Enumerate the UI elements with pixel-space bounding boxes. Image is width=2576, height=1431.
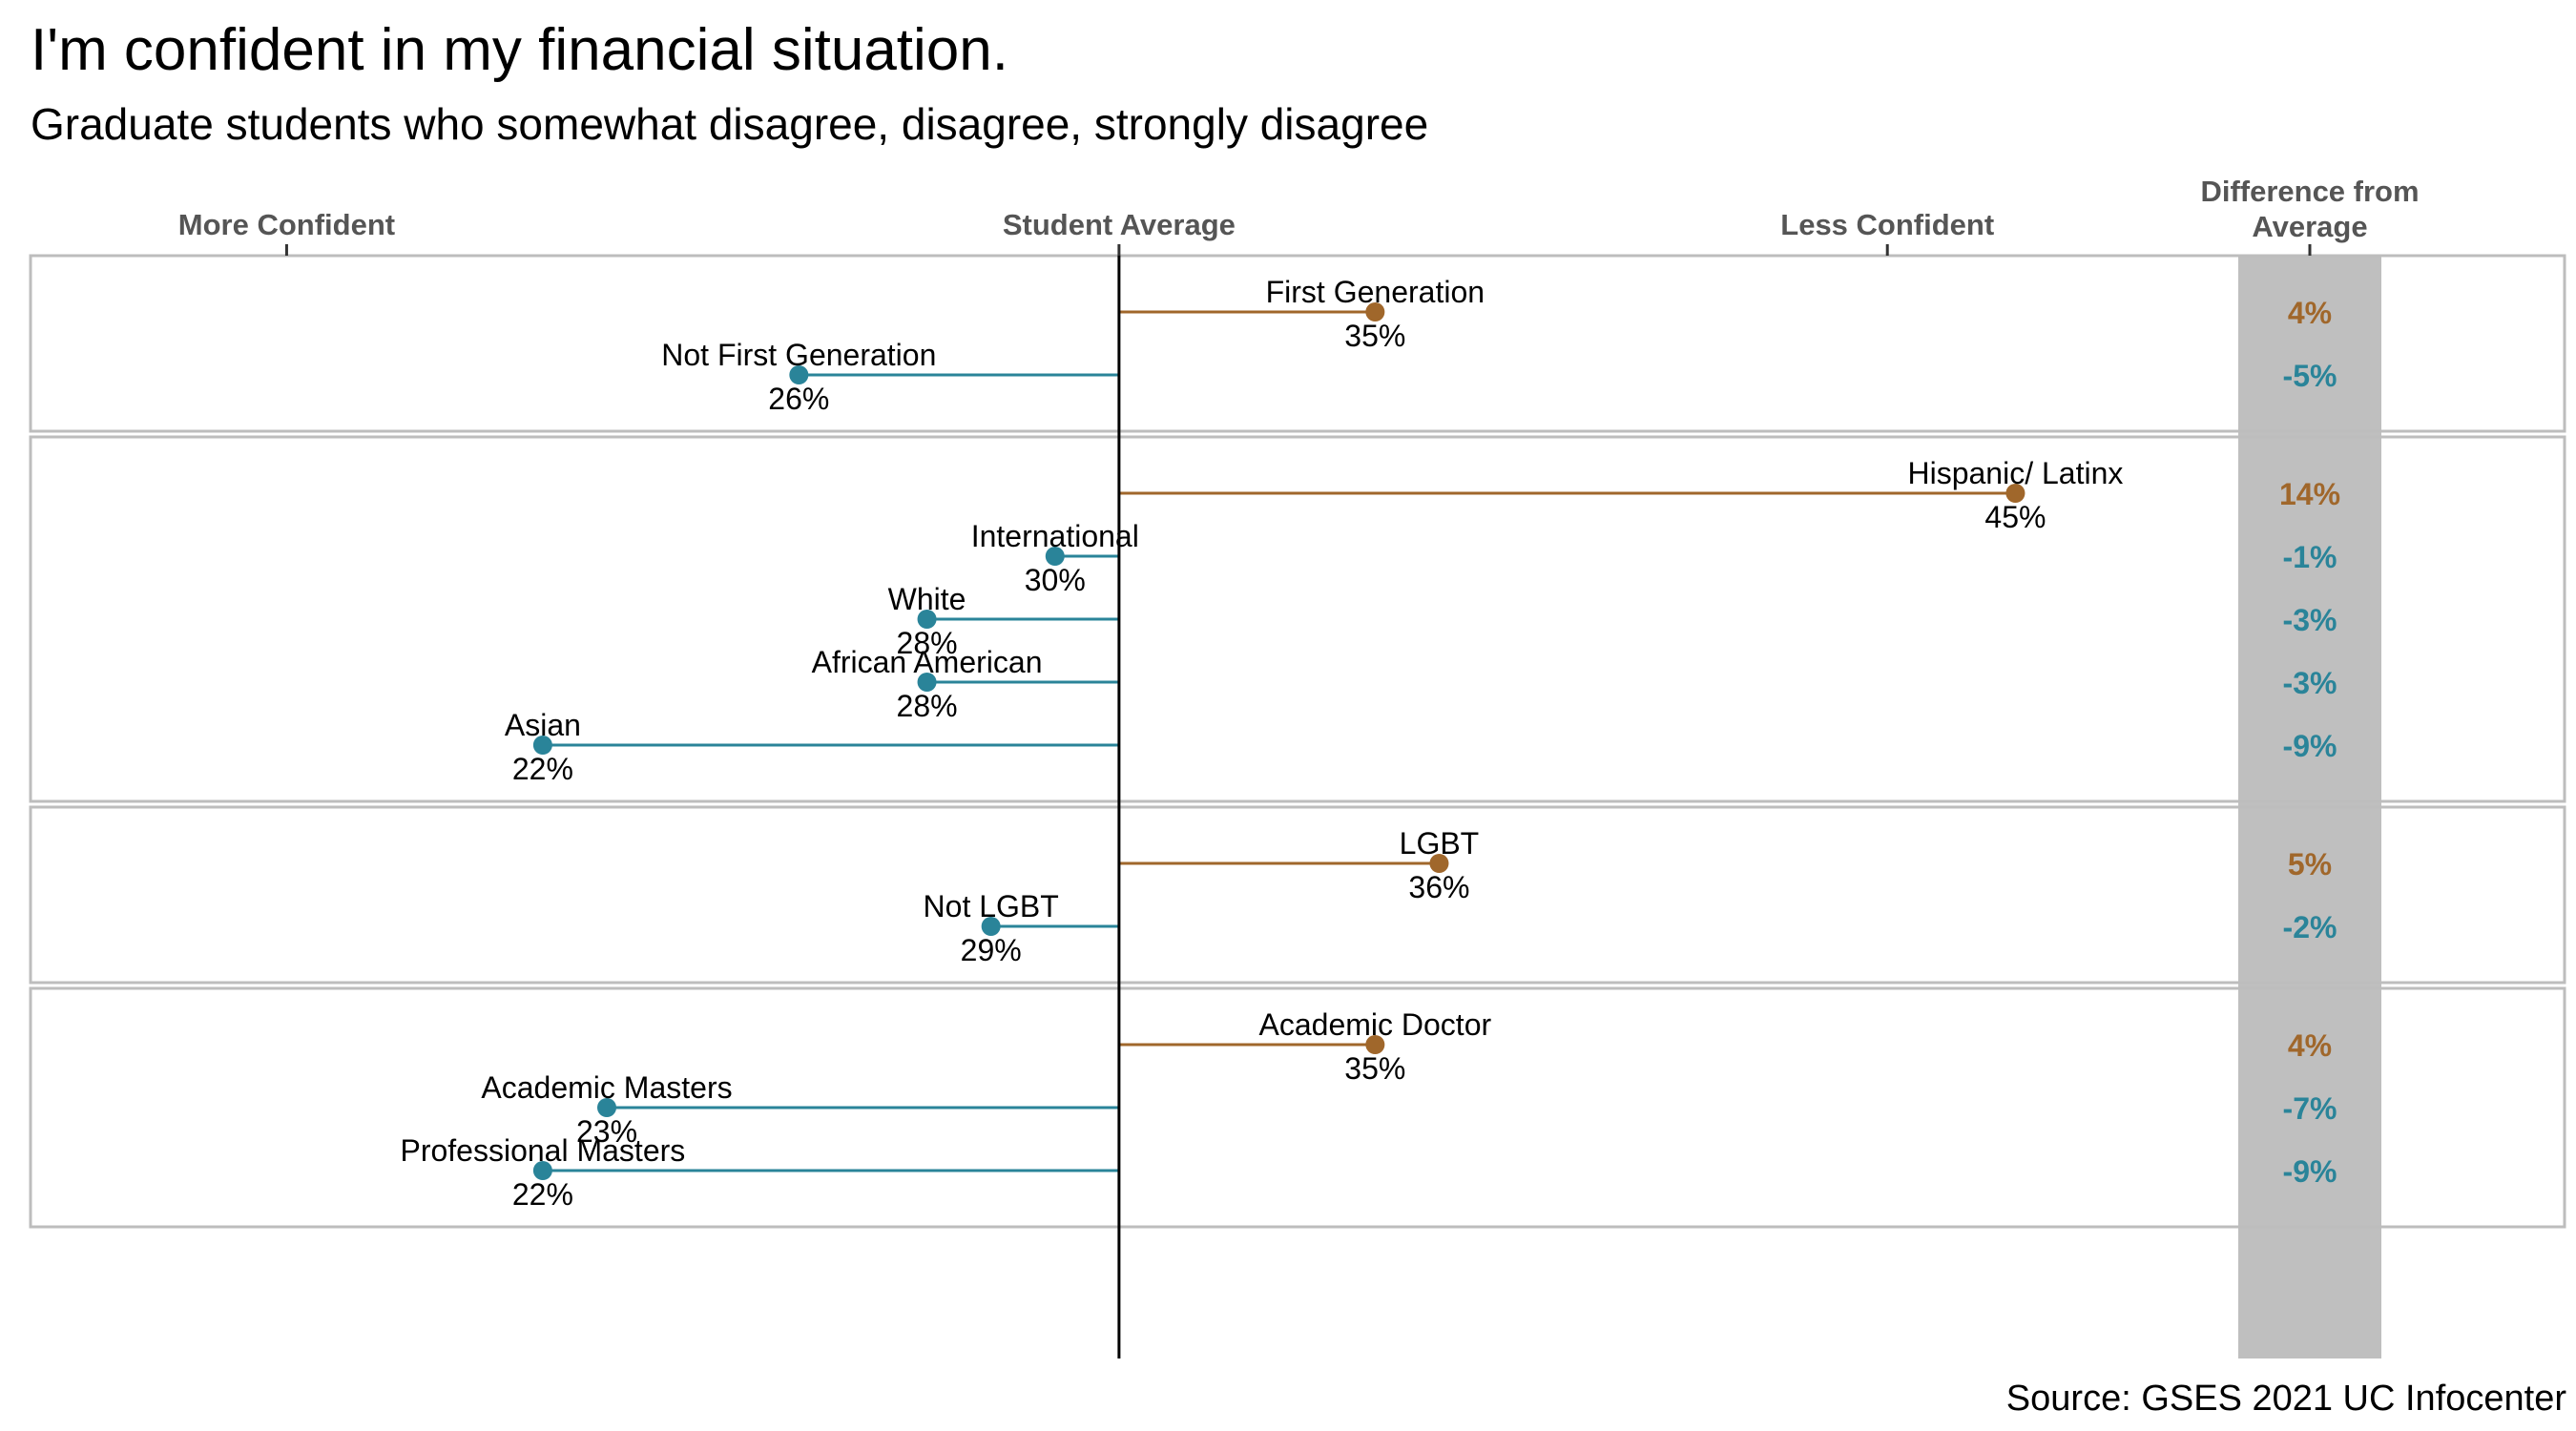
difference-label: 4% [2288,296,2332,330]
data-point [917,673,937,692]
value-label: 35% [1344,1051,1405,1086]
difference-label: -3% [2283,603,2337,637]
value-label: 28% [897,626,958,660]
data-point [1365,302,1385,321]
panel-frame-2 [29,435,2566,803]
panel-frame-3 [29,805,2566,985]
difference-label: -7% [2283,1091,2337,1126]
difference-label: -9% [2283,729,2337,763]
data-point [1365,1035,1385,1054]
point-label: Not First Generation [661,338,936,372]
axis-tick-label: Student Average [1003,208,1236,241]
data-point [1429,854,1449,873]
data-point [2005,484,2025,503]
point-label: Academic Doctor [1259,1007,1492,1042]
point-label: LGBT [1400,826,1480,861]
value-label: 22% [512,752,573,786]
difference-header: Difference from Average [2200,175,2419,243]
point-label: Asian [505,708,581,742]
point-label: Not LGBT [924,889,1059,923]
chart-title: I'm confident in my financial situation. [31,17,1008,83]
value-label: 36% [1408,870,1469,904]
plot-area: More Confident Student Average Less Confid… [29,175,2566,1358]
value-label: 28% [897,689,958,723]
difference-label: 14% [2279,477,2340,511]
point-label: African American [812,645,1043,679]
data-point [981,917,1001,936]
panel-frame-1 [29,254,2566,433]
axis-tick-label: Less Confident [1780,208,1994,241]
value-label: 30% [1025,563,1086,597]
point-label: Academic Masters [481,1070,732,1105]
difference-label: -9% [2283,1154,2337,1189]
value-label: 22% [512,1177,573,1212]
point-label: International [971,519,1139,553]
axis-tick-label: More Confident [178,208,395,241]
value-label: 26% [768,382,829,416]
point-label: Professional Masters [400,1133,685,1168]
point-label: White [888,582,966,616]
difference-label: -3% [2283,666,2337,700]
value-label: 29% [961,933,1022,967]
difference-label: -5% [2283,359,2337,393]
data-point [917,610,937,629]
panel-frame-4 [29,986,2566,1229]
difference-label: 4% [2288,1028,2332,1063]
data-point [597,1098,616,1117]
difference-label: -1% [2283,540,2337,574]
value-label: 23% [576,1114,637,1149]
difference-label: -2% [2283,910,2337,944]
chart-subtitle: Graduate students who somewhat disagree,… [31,99,1428,149]
source-note: Source: GSES 2021 UC Infocenter [2006,1379,2567,1419]
data-point [532,736,552,755]
data-point [789,365,809,384]
data-point [1045,547,1065,566]
point-label: Hispanic/ Latinx [1907,456,2123,490]
point-label: First Generation [1266,275,1485,309]
value-label: 35% [1344,319,1405,353]
data-point [532,1161,552,1180]
difference-label: 5% [2288,847,2332,881]
value-label: 45% [1984,500,2046,534]
